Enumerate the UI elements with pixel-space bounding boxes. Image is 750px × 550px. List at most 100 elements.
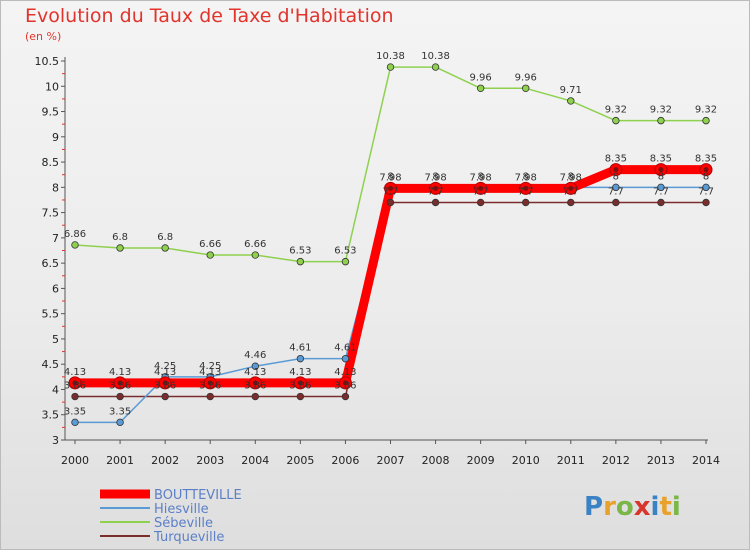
data-point bbox=[161, 392, 169, 401]
data-point bbox=[431, 198, 440, 207]
data-point-center bbox=[568, 185, 574, 191]
data-label: 7.98 bbox=[515, 172, 537, 183]
data-label: 9.32 bbox=[695, 105, 717, 116]
data-point bbox=[612, 183, 620, 192]
x-tick-label: 2005 bbox=[286, 454, 314, 467]
data-label: 4.13 bbox=[199, 367, 221, 378]
data-label: 9.32 bbox=[650, 105, 672, 116]
data-point bbox=[341, 354, 350, 363]
legend-label: BOUTTEVILLE bbox=[154, 488, 242, 503]
data-point-center bbox=[703, 167, 709, 173]
data-label: 8 bbox=[477, 171, 483, 182]
data-point bbox=[567, 198, 575, 207]
y-tick-label: 10 bbox=[45, 80, 59, 93]
y-tick-label: 4.5 bbox=[42, 358, 60, 371]
data-point bbox=[341, 257, 350, 266]
data-point bbox=[386, 63, 395, 71]
data-label: 8 bbox=[703, 171, 709, 182]
data-label: 4.13 bbox=[289, 367, 311, 378]
data-point-center bbox=[297, 380, 303, 386]
data-label: 4.46 bbox=[244, 350, 266, 361]
data-label: 7.7 bbox=[518, 186, 534, 197]
data-label: 10.38 bbox=[376, 51, 405, 62]
y-tick-label: 9 bbox=[52, 131, 59, 144]
data-label: 7.98 bbox=[424, 172, 446, 183]
x-tick-label: 2013 bbox=[647, 454, 675, 467]
y-tick-label: 5.5 bbox=[42, 308, 60, 321]
y-tick-label: 4 bbox=[52, 383, 59, 396]
data-label: 3.86 bbox=[244, 381, 266, 392]
data-label: 8 bbox=[658, 171, 664, 182]
data-label: 9.96 bbox=[515, 72, 537, 83]
y-tick-label: 7.5 bbox=[42, 207, 60, 220]
data-label: 3.86 bbox=[334, 381, 356, 392]
data-label: 4.13 bbox=[154, 367, 176, 378]
data-label: 8.35 bbox=[605, 154, 627, 165]
data-point bbox=[702, 198, 710, 207]
data-label: 7.98 bbox=[470, 172, 492, 183]
data-label: 7.98 bbox=[379, 172, 401, 183]
data-label: 8 bbox=[387, 171, 393, 182]
data-point bbox=[251, 392, 259, 401]
data-label: 8 bbox=[523, 171, 529, 182]
legend-label: Hiesville bbox=[154, 502, 209, 517]
legend-label: Turqueville bbox=[153, 530, 224, 545]
data-point bbox=[386, 198, 395, 207]
data-point bbox=[206, 392, 214, 401]
x-tick-label: 2009 bbox=[467, 454, 495, 467]
data-point-center bbox=[252, 380, 258, 386]
data-point-center bbox=[658, 167, 664, 173]
data-point bbox=[296, 392, 305, 401]
data-label: 8 bbox=[613, 171, 619, 182]
data-label: 3.35 bbox=[64, 406, 86, 417]
data-point-center bbox=[162, 380, 168, 386]
y-tick-label: 8 bbox=[52, 181, 59, 194]
data-point-center bbox=[388, 185, 393, 191]
data-label: 4.13 bbox=[244, 367, 266, 378]
x-tick-label: 2011 bbox=[557, 454, 585, 467]
data-point bbox=[567, 97, 575, 105]
y-tick-label: 5 bbox=[52, 333, 59, 346]
data-point-center bbox=[613, 167, 619, 173]
proxiti-logo: Proxiti bbox=[584, 492, 681, 522]
data-point bbox=[341, 392, 350, 401]
data-point bbox=[657, 116, 665, 125]
data-label: 4.13 bbox=[64, 367, 86, 378]
x-tick-label: 2012 bbox=[602, 454, 630, 467]
data-point bbox=[476, 84, 485, 92]
x-tick-label: 2014 bbox=[692, 454, 720, 467]
data-point-center bbox=[342, 380, 348, 386]
data-label: 6.66 bbox=[244, 239, 266, 250]
data-point bbox=[71, 418, 79, 427]
data-point bbox=[657, 198, 665, 207]
data-label: 8.35 bbox=[695, 154, 717, 165]
y-tick-label: 10.5 bbox=[35, 55, 60, 68]
data-label: 3.86 bbox=[109, 381, 131, 392]
data-point bbox=[522, 84, 530, 92]
data-point bbox=[612, 198, 620, 207]
data-label: 9.96 bbox=[470, 72, 492, 83]
data-point bbox=[612, 116, 620, 125]
data-point bbox=[251, 362, 259, 370]
data-label: 7.7 bbox=[563, 186, 579, 197]
data-point bbox=[206, 251, 214, 259]
x-tick-label: 2010 bbox=[512, 454, 540, 467]
data-point bbox=[161, 244, 169, 252]
data-label: 7.7 bbox=[698, 186, 714, 197]
chart-title: Evolution du Taux de Taxe d'Habitation bbox=[25, 5, 394, 27]
data-point bbox=[71, 241, 79, 249]
y-tick-label: 6 bbox=[52, 282, 59, 295]
x-tick-label: 2000 bbox=[61, 454, 89, 467]
data-label: 7.7 bbox=[428, 186, 444, 197]
data-point bbox=[522, 198, 530, 207]
data-label: 7.7 bbox=[383, 186, 399, 197]
data-point-center bbox=[523, 185, 529, 191]
data-label: 3.86 bbox=[64, 381, 86, 392]
y-tick-label: 7 bbox=[52, 232, 59, 245]
x-tick-label: 2007 bbox=[377, 454, 405, 467]
x-tick-label: 2004 bbox=[241, 454, 269, 467]
y-tick-label: 9.5 bbox=[42, 106, 60, 119]
data-point bbox=[296, 257, 305, 266]
data-point bbox=[702, 183, 710, 192]
x-tick-label: 2006 bbox=[331, 454, 359, 467]
